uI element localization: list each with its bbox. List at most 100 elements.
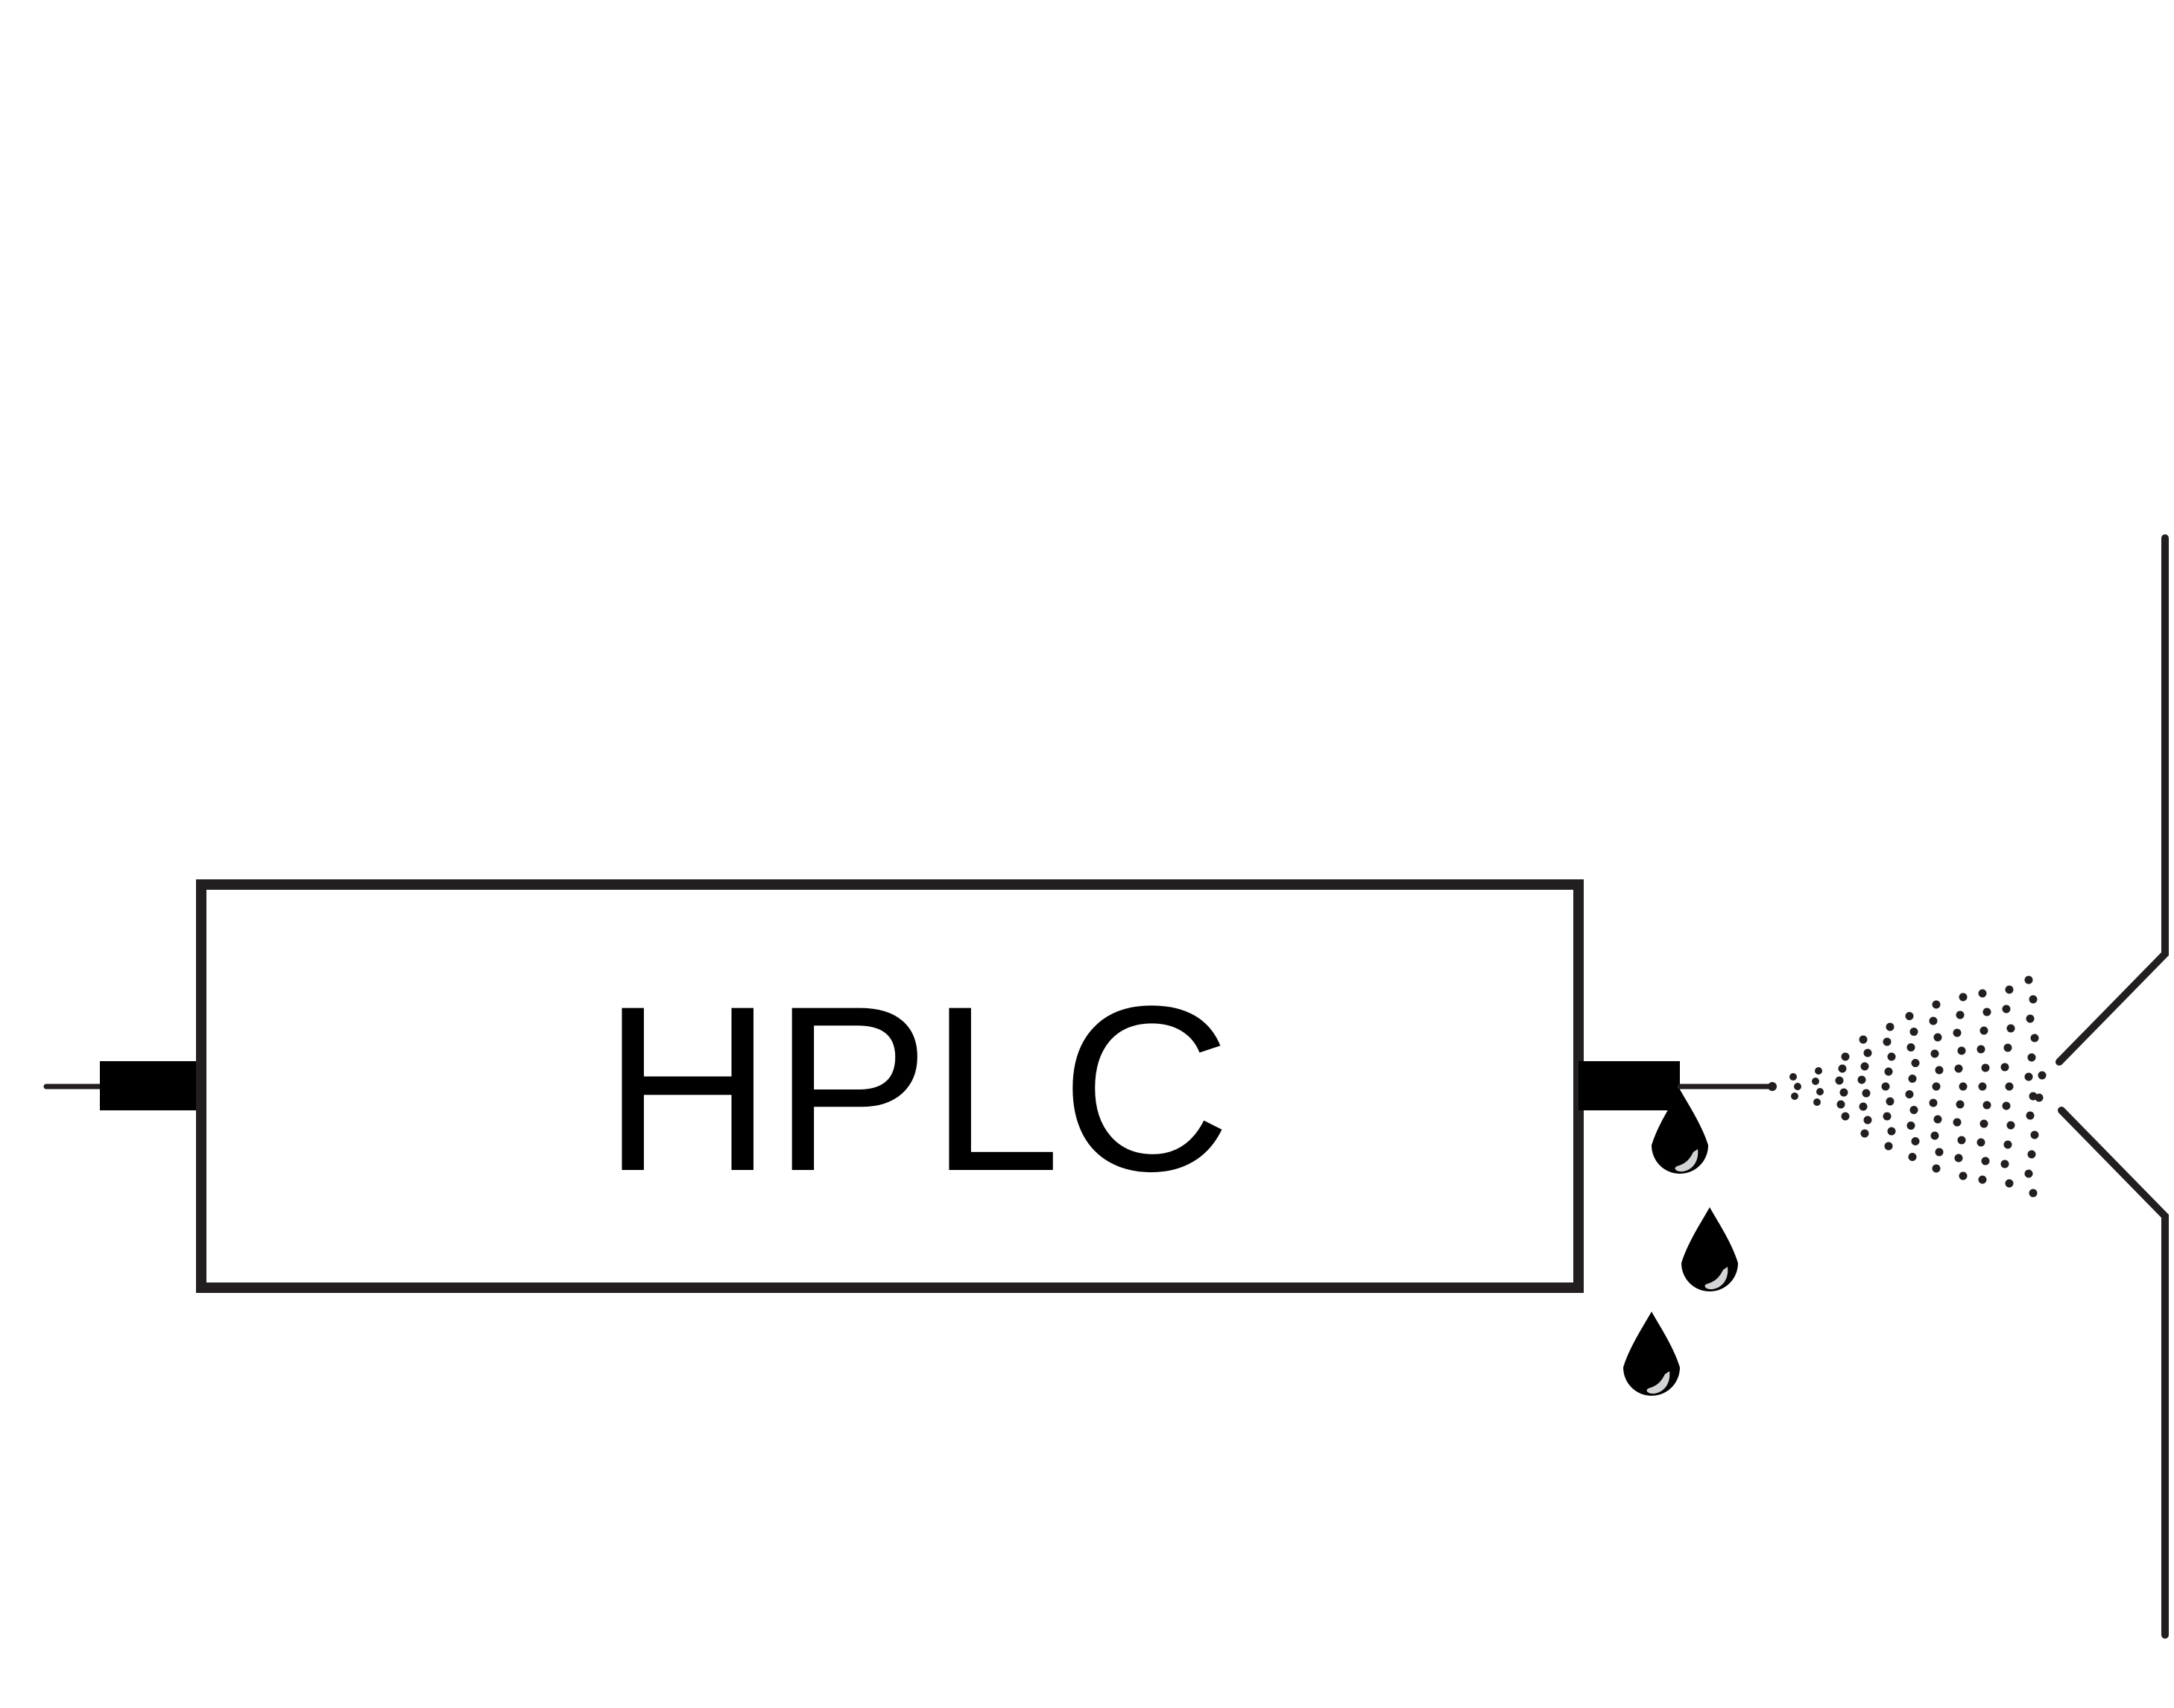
spray-droplet [1956,1010,1965,1019]
spray-droplet [1978,1082,1987,1091]
spray-droplet [1887,1127,1896,1136]
spray-droplet [1881,1082,1890,1091]
spray-droplet [1932,1000,1941,1009]
inlet-cone-upper [2055,534,2169,1066]
spray-droplet [1836,1100,1845,1109]
spray-droplet [1959,1171,1968,1180]
spray-droplet [2000,1063,2009,1072]
falling-droplets [1623,1089,1738,1396]
spray-droplet [1976,1138,1985,1147]
spray-droplet [1932,1164,1941,1173]
spray-droplet [1883,1112,1892,1121]
inlet-cone-lower [2058,1107,2169,1639]
spray-droplet [1982,1101,1991,1110]
spray-droplet [2029,1189,2038,1198]
spray-droplet [2003,1140,2012,1149]
spray-droplet [1906,1043,1915,1051]
electrospray-plume [1789,975,2047,1198]
spray-droplet [1932,1082,1941,1091]
spray-droplet [1959,1082,1968,1091]
spray-droplet [2024,1072,2033,1081]
droplet-body [1681,1207,1738,1291]
spray-droplet [1841,1052,1850,1061]
spray-droplet [1906,1122,1915,1130]
outlet-fitting [1579,1061,1680,1110]
spray-droplet [1884,1067,1893,1076]
droplet-highlight [1646,1371,1670,1394]
spray-droplet [1813,1098,1821,1106]
droplet-body [1623,1312,1680,1396]
spray-droplet [1954,1154,1963,1163]
droplet-highlight [1704,1267,1728,1290]
spray-droplet [1886,1022,1895,1031]
spray-droplet [1982,1008,1991,1016]
spray-droplet [1838,1064,1847,1073]
inlet-fitting [100,1061,201,1110]
droplet [1623,1312,1680,1396]
spray-droplet [1905,1090,1914,1098]
spray-droplet [2030,1130,2039,1139]
droplet [1681,1207,1738,1291]
spray-droplet [2005,1082,2014,1091]
spray-droplet [2002,1005,2011,1013]
spray-droplet [1933,1033,1942,1042]
spray-droplet [1954,1064,1963,1073]
spray-droplet [1887,1052,1896,1061]
spray-droplet [1979,1026,1988,1035]
spray-droplet [1953,1118,1962,1127]
spray-droplet [1930,1131,1939,1140]
spray-droplet [1859,1035,1868,1044]
spray-droplet [1978,989,1987,998]
spray-droplet [1863,1048,1872,1057]
spray-droplet [1957,1136,1966,1145]
spray-droplet [1862,1089,1871,1098]
spray-droplet [1956,1100,1965,1109]
spray-droplet [2029,995,2038,1004]
spray-droplet [1835,1076,1844,1085]
spray-droplet [1953,1028,1962,1037]
spray-droplet [1909,1028,1918,1036]
spray-droplet [1905,1012,1914,1020]
spray-droplet [1929,1016,1938,1025]
spray-droplet [1863,1116,1872,1125]
spray-droplet [2024,975,2033,984]
spray-droplet [2030,1034,2039,1043]
droplet [1652,1089,1708,1174]
spray-droplet [1959,993,1968,1002]
hplc-label: HPLC [603,957,1231,1220]
spray-droplet [2026,1111,2035,1120]
mass-spec-inlet-cone [2055,534,2169,1639]
spray-droplet [1884,1142,1893,1151]
spray-droplet [2000,1160,2009,1168]
spray-droplet [1930,1049,1939,1058]
spray-droplet [1816,1088,1824,1095]
hplc-column-box: HPLC [196,879,1584,1293]
spray-droplet [1976,1045,1985,1054]
spray-droplet [1860,1129,1869,1138]
spray-droplet [2005,985,2014,994]
spray-droplet [1789,1073,1797,1081]
spray-droplet [2006,1024,2015,1033]
spray-droplet [1815,1067,1822,1075]
spray-droplet [1841,1112,1850,1121]
spray-droplet [1981,1063,1990,1072]
spray-droplet [2006,1121,2015,1130]
spray-droplet [1812,1078,1819,1085]
spray-droplet [1839,1088,1848,1097]
spray-droplet [1908,1075,1917,1083]
spray-droplet [2027,1150,2036,1159]
spray-droplet [2026,1014,2035,1023]
spray-droplet [1979,1119,1988,1128]
spray-droplet [1857,1075,1866,1084]
spray-droplet [1935,1066,1944,1075]
spray-droplet [1886,1097,1895,1106]
spray-droplet [1957,1046,1966,1055]
spray-droplet [1911,1059,1920,1067]
spray-droplet [1933,1115,1942,1124]
spray-droplet [1981,1157,1990,1165]
spray-droplet [1883,1037,1892,1046]
spray-droplet [1929,1098,1938,1107]
spray-droplet [2038,1071,2047,1080]
spray-droplet [2027,1053,2036,1062]
